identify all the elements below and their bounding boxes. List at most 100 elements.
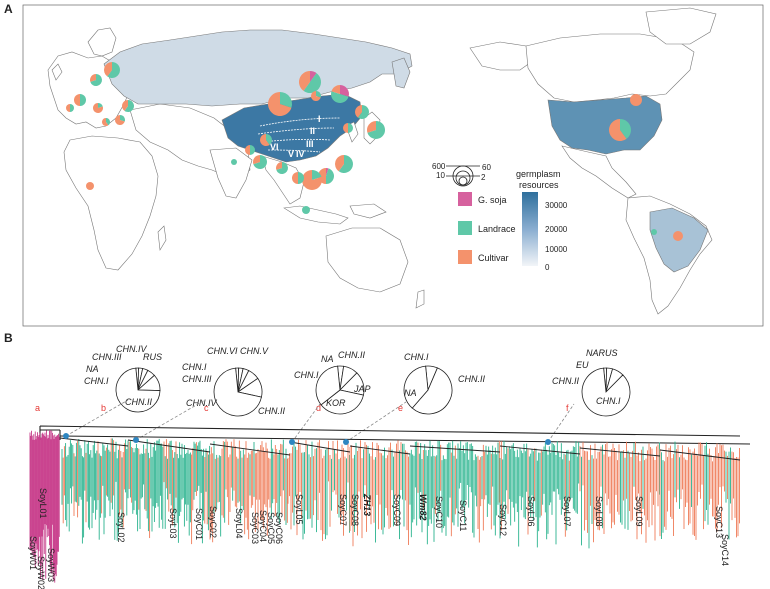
inset-pie-label: CHN.IV [116,344,147,354]
tip-label-soyc09: SoyC09 [392,494,402,526]
map-pie-slice [122,100,128,111]
tree-clade [659,441,740,540]
new-zealand [415,289,425,309]
inset-pie-label: CHN.I [404,352,429,362]
size-label-60: 60 [482,163,491,172]
tip-label-soyc07: SoyC07 [338,494,348,526]
map-pie-slice [259,134,270,146]
map-pie [355,105,370,119]
map-pie-slice [316,91,321,98]
map-pie [245,145,255,155]
map-pie [268,92,292,117]
tip-label-soyl04: SoyL04 [234,508,244,539]
central-america [561,145,637,199]
tip-label-soyc01: SoyC01 [194,508,204,540]
greenland [645,7,717,45]
region-label-vi: VI [270,142,279,152]
map-pie [343,123,353,133]
map-pie [101,118,110,127]
pie-connectors [65,399,575,443]
tree-clade [349,440,409,547]
tip-label-soyw01: SoyW01 [28,536,38,570]
tip-label-soyc10: SoyC10 [434,496,444,528]
map-pie-slice [355,105,362,118]
clade-letter-d: d [316,403,321,413]
tree-subclade-stem [127,439,211,453]
inset-pie-label: CHN.II [458,374,485,384]
map-pie-slice [335,155,344,172]
kamchatka [391,57,411,89]
clade-letter-c: c [204,403,209,413]
tree-node-marker [343,439,349,445]
map-pie [253,155,267,170]
map-pie [86,182,94,190]
inset-pie-label: CHN.II [338,350,365,360]
tip-label-soyw02: SoyW02 [36,556,46,589]
map-pie-slice [104,62,112,77]
map-pie [335,155,353,173]
tree-main-branch [59,435,751,445]
inset-pie-c: CHN.VI CHN.V CHN.I CHN.III CHN.IV CHN.II [182,346,285,417]
map-pie-slice [115,115,125,125]
tip-label-zh13: ZH13 [362,493,372,516]
clade-letters: a b c d e f [35,403,569,413]
tip-label-soyw03: SoyW03 [46,548,56,582]
tree-clade [29,430,60,583]
tip-label-soyl08: SoyL08 [594,496,604,527]
map-pie [122,100,134,112]
inset-pie-label: CHN.V [240,346,269,356]
map-pie-slice [302,170,322,190]
map-pie-slice [310,71,317,82]
map-pie-slice [266,134,272,145]
map-pie [66,104,74,112]
tip-label-soyc08: SoyC08 [350,494,360,526]
tip-label-soyc12: SoyC12 [498,504,508,536]
tree-node-marker [63,433,69,439]
inset-pie-f: EU NARUS CHN.II CHN.I [552,348,631,417]
inset-pie-label: CHN.I [294,370,319,380]
region-label-ii: II [310,126,315,136]
map-pie-slice [367,121,376,133]
region-label-i: I [318,114,321,124]
tree-subclade-stem [59,437,129,447]
connector-b [65,399,129,437]
map-pie-slice [107,62,120,78]
scale-tick-0: 0 [545,263,550,272]
map-pie-slice [124,100,134,112]
scale-tick-10000: 10000 [545,245,568,254]
inset-pie-label: EU [576,360,589,370]
map-pie [259,134,272,146]
legend-label-cultivar: Cultivar [478,253,509,263]
tree-clade [61,438,128,544]
map-pie-slice [231,159,237,165]
tree-subclade-stem [579,447,661,457]
panel-b-letter: B [4,331,13,345]
map-pie-slice [302,206,310,214]
inset-pie-slice [403,365,429,409]
map-pie [276,161,289,174]
inset-pie-label: CHN.II [125,397,152,407]
map-pie-slice [276,161,289,174]
tree-clade [287,439,350,541]
tip-label-soyc11: SoyC11 [458,500,468,531]
inset-pie-label: CHN.III [92,352,122,362]
map-pie-slice [92,103,103,113]
phylogenetic-tree [29,425,751,583]
inset-pie-label: NA [86,364,99,374]
inset-pie-label: CHN.II [552,376,579,386]
inset-pie-label: CHN.II [258,406,285,416]
map-pie [311,91,321,102]
map-pie [104,62,120,78]
inset-pie-label: NA [321,354,334,364]
tip-label-soyl02: SoyL02 [116,512,126,543]
inset-pie-label: RUS [143,352,162,362]
tip-label-soyc04: SoyC04 [258,510,268,542]
tree-clade [579,441,660,549]
china-region-labels: I II III IV V VI [270,114,321,159]
scandinavia [87,27,117,57]
map-pie-slice [245,145,250,155]
tip-label-soyl09: SoyL09 [634,496,644,527]
map-pie [231,159,237,165]
